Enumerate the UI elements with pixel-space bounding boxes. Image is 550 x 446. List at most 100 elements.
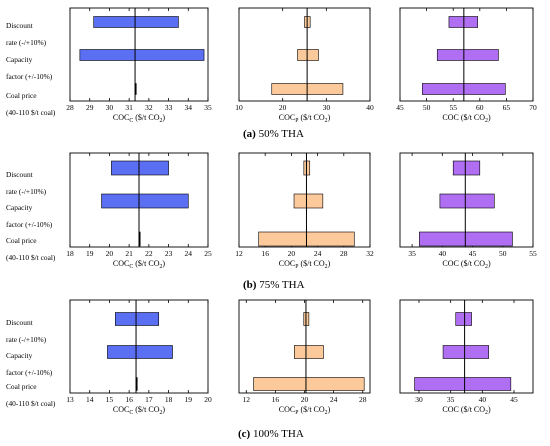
x-tick-label: 45 xyxy=(396,103,404,112)
caption-text: 75% THA xyxy=(256,279,305,291)
x-axis-label-subscript: 2 xyxy=(325,410,328,416)
x-tick-label: 18 xyxy=(66,249,74,258)
row-label-title: Capacity xyxy=(6,54,33,64)
x-axis-label-part: ) xyxy=(488,405,491,414)
x-tick-label: 30 xyxy=(106,103,114,112)
row-label-capacity-a: Capacity factor (+/-10%) xyxy=(6,47,52,81)
row-label-range: rate (-/+10%) xyxy=(6,37,47,47)
x-tick-label: 34 xyxy=(185,103,193,112)
tornado-bar xyxy=(107,345,173,359)
row-label-range: (40-110 $/t coal) xyxy=(6,252,56,262)
x-axis-label-part: ) xyxy=(328,259,331,268)
x-tick-label: 16 xyxy=(125,395,133,404)
x-tick-label: 70 xyxy=(529,103,537,112)
tornado-bar xyxy=(294,345,324,359)
x-tick-label: 20 xyxy=(301,395,309,404)
x-tick-label: 12 xyxy=(235,249,243,258)
x-axis-label-part: COC xyxy=(113,259,129,268)
x-axis-label: COCC ($/t CO2) xyxy=(113,405,165,416)
row-label-range: (40-110 $/t coal) xyxy=(6,398,56,408)
x-axis-label-part: COC ($/t CO xyxy=(442,113,485,122)
x-tick-label: 45 xyxy=(510,395,518,404)
tornado-bar xyxy=(455,312,472,326)
x-axis-label-subscript: 2 xyxy=(159,118,162,124)
chart-panel-a-COCp: 10 20 30 40 COCP ($/t CO2) xyxy=(235,7,374,124)
tornado-bar xyxy=(297,49,319,61)
x-axis-label-part: ($/t CO xyxy=(133,259,159,268)
tornado-bar xyxy=(414,377,512,391)
x-axis-label-subscript: P xyxy=(295,410,298,416)
plot-frame xyxy=(399,299,534,394)
x-axis-label: COCC ($/t CO2) xyxy=(113,113,165,124)
x-axis-label-part: ) xyxy=(488,113,491,122)
x-axis-label-part: COC ($/t CO xyxy=(442,259,485,268)
x-axis-label-part: COC xyxy=(279,259,295,268)
x-tick-label: 35 xyxy=(204,103,212,112)
x-tick-label: 55 xyxy=(449,103,457,112)
x-tick-label: 35 xyxy=(447,395,455,404)
x-axis-label-subscript: 2 xyxy=(485,264,488,270)
chart-panel-a-COC: 45 50 55 60 65 70 COC ($/t CO2) xyxy=(396,7,537,124)
x-tick-label: 33 xyxy=(165,103,173,112)
row-label-title: Coal price xyxy=(6,381,37,391)
row-label-title: Capacity xyxy=(6,202,33,212)
x-axis-label: COCC ($/t CO2) xyxy=(113,259,165,270)
x-axis-label-subscript: 2 xyxy=(485,118,488,124)
x-tick-label: 50 xyxy=(423,103,431,112)
tornado-bar xyxy=(439,193,495,209)
row-label-title: Capacity xyxy=(6,350,33,360)
x-axis-label-subscript: 2 xyxy=(325,264,328,270)
x-tick-label: 23 xyxy=(165,249,173,258)
x-tick-label: 31 xyxy=(125,103,133,112)
row-label-title: Discount xyxy=(6,169,33,179)
x-axis-label-part: ) xyxy=(162,259,165,268)
tornado-bar xyxy=(111,160,169,176)
x-axis-label-part: ) xyxy=(328,405,331,414)
x-tick-label: 24 xyxy=(314,249,322,258)
x-tick-label: 32 xyxy=(145,103,153,112)
x-axis-label-subscript: 2 xyxy=(159,264,162,270)
tornado-bar xyxy=(253,377,365,391)
x-axis-label-part: ($/t CO xyxy=(298,405,324,414)
x-axis-label-part: COC ($/t CO xyxy=(442,405,485,414)
tornado-bar xyxy=(442,345,489,359)
row-label-coal-b: Coal price (40-110 $/t coal) xyxy=(6,228,55,262)
plot-frame xyxy=(238,152,371,248)
tornado-bar xyxy=(93,16,179,28)
chart-panel-b-COCc: 18 19 20 21 22 23 24 25 COCC ($/t CO2) xyxy=(66,152,212,270)
row-label-title: Discount xyxy=(6,317,33,327)
plot-frame xyxy=(69,7,209,102)
x-tick-label: 17 xyxy=(145,395,153,404)
caption-c: (c) 100% THA xyxy=(238,428,304,440)
x-tick-label: 10 xyxy=(235,103,243,112)
x-tick-label: 28 xyxy=(66,103,74,112)
x-axis-label-subscript: C xyxy=(129,264,133,270)
chart-panel-c-COCp: 12 16 20 24 28 COCP ($/t CO2) xyxy=(238,299,371,416)
x-axis-label: COCP ($/t CO2) xyxy=(279,405,331,416)
x-tick-label: 30 xyxy=(323,103,331,112)
x-axis-label-subscript: P xyxy=(295,264,298,270)
tornado-bar xyxy=(79,49,205,61)
x-tick-label: 60 xyxy=(476,103,484,112)
row-label-range: factor (+/-10%) xyxy=(6,367,53,377)
tornado-bar xyxy=(448,16,478,28)
chart-panel-b-COC: 35 40 45 50 55 COC ($/t CO2) xyxy=(399,152,537,270)
plot-frame xyxy=(238,7,371,102)
x-tick-label: 50 xyxy=(499,249,507,258)
x-tick-label: 20 xyxy=(288,249,296,258)
x-tick-label: 12 xyxy=(243,395,251,404)
x-tick-label: 28 xyxy=(359,395,367,404)
row-label-range: rate (-/+10%) xyxy=(6,186,47,196)
x-axis-label-subscript: 2 xyxy=(485,410,488,416)
row-label-range: factor (+/-10%) xyxy=(6,219,53,229)
x-axis-label-part: ($/t CO xyxy=(133,405,159,414)
x-axis-label-part: COC xyxy=(113,113,129,122)
x-axis-label-part: COC xyxy=(113,405,129,414)
chart-panel-b-COCp: 12 16 20 24 28 32 COCP ($/t CO2) xyxy=(235,152,374,270)
x-axis-label: COCP ($/t CO2) xyxy=(279,113,331,124)
row-label-discount-a: Discount rate (-/+10%) xyxy=(6,13,46,47)
x-axis-label-part: COC xyxy=(279,405,295,414)
x-axis-label-part: ) xyxy=(488,259,491,268)
x-tick-label: 20 xyxy=(279,103,287,112)
chart-panel-c-COC: 30 35 40 45 COC ($/t CO2) xyxy=(399,299,534,416)
